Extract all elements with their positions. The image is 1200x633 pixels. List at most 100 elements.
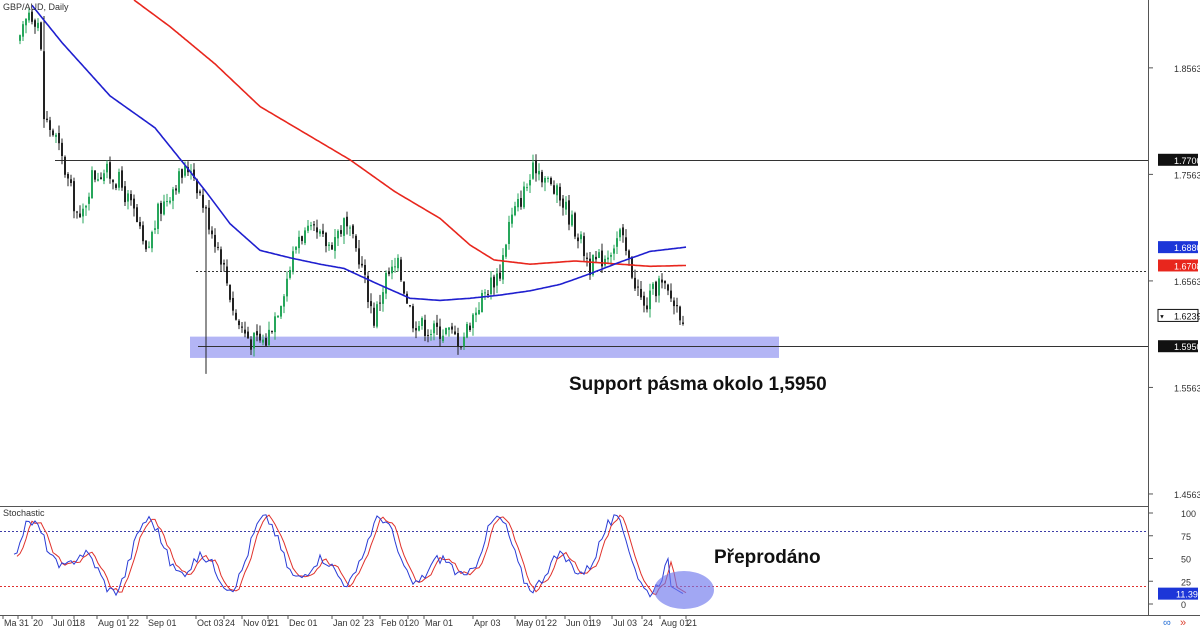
candle-body	[124, 186, 126, 203]
candle-body	[334, 237, 336, 251]
candle-body	[538, 170, 540, 175]
goto-icon: »	[1180, 617, 1186, 628]
candle-body	[67, 173, 69, 179]
time-tick-label: Jul 01	[53, 618, 77, 628]
time-tick-label: Jul 03	[613, 618, 637, 628]
candle-body	[103, 173, 105, 182]
stoch-tick-label: 75	[1181, 532, 1191, 542]
ma-fast-line	[31, 4, 687, 302]
candle-body	[208, 207, 210, 230]
stoch-tick-label: 25	[1181, 577, 1191, 587]
candle-body	[676, 304, 678, 307]
candle-body	[154, 228, 156, 230]
candle-body	[466, 324, 468, 338]
candle-body	[391, 266, 393, 274]
candle-body	[625, 237, 627, 251]
candle-body	[430, 333, 432, 335]
candle-body	[529, 179, 531, 186]
time-tick-label: Jun 01	[566, 618, 593, 628]
candle-body	[85, 205, 87, 208]
candle-body	[589, 258, 591, 276]
candle-body	[313, 224, 315, 226]
candle-body	[547, 178, 549, 180]
candle-body	[145, 240, 147, 250]
stoch-current-label: 11.39	[1176, 590, 1198, 600]
candle-body	[346, 216, 348, 227]
candle-body	[682, 322, 684, 324]
candle-body	[553, 185, 555, 194]
candle-body	[286, 278, 288, 297]
candle-body	[49, 120, 51, 130]
candle-body	[226, 266, 228, 284]
candle-body	[508, 221, 510, 244]
candle-body	[91, 170, 93, 199]
candle-body	[628, 250, 630, 259]
candle-body	[406, 293, 408, 304]
candle-body	[106, 163, 108, 173]
candle-body	[292, 251, 294, 272]
candle-body	[112, 179, 114, 183]
candle-body	[541, 171, 543, 183]
stoch-tick-label: 50	[1181, 555, 1191, 565]
time-tick-label: 19	[591, 618, 601, 628]
candle-body	[52, 130, 54, 136]
candle-body	[580, 234, 582, 240]
candle-body	[58, 133, 60, 144]
candle-body	[211, 230, 213, 235]
support-annotation: Support pásma okolo 1,5950	[569, 374, 827, 395]
candle-body	[322, 230, 324, 234]
candle-body	[379, 302, 381, 304]
candle-body	[277, 315, 279, 318]
candle-body	[469, 325, 471, 331]
candle-body	[178, 171, 180, 193]
candle-body	[505, 244, 507, 257]
candle-body	[232, 297, 234, 311]
candle-body	[481, 292, 483, 313]
candle-body	[439, 326, 441, 339]
candle-body	[136, 207, 138, 223]
candle-body	[661, 279, 663, 283]
candle-body	[652, 283, 654, 289]
candle-body	[646, 305, 648, 310]
candle-body	[316, 227, 318, 233]
price-label-marker: ▼	[1159, 314, 1165, 320]
time-tick-label: Aug 01	[98, 618, 127, 628]
time-tick-label: 24	[225, 618, 235, 628]
candle-body	[637, 286, 639, 288]
price-tick-label: 1.7563	[1174, 170, 1200, 180]
candle-body	[433, 323, 435, 334]
candle-body	[172, 189, 174, 201]
candle-body	[601, 250, 603, 267]
candle-body	[88, 196, 90, 204]
candle-body	[157, 203, 159, 229]
stoch-tick-label: 0	[1181, 600, 1186, 610]
candle-body	[424, 319, 426, 336]
candle-body	[577, 237, 579, 242]
time-tick-label: Mar 01	[425, 618, 453, 628]
candle-body	[118, 171, 120, 188]
price-tick-label: 1.8563	[1174, 64, 1200, 74]
candle-body	[109, 162, 111, 179]
candle-body	[499, 272, 501, 279]
candle-body	[268, 329, 270, 346]
candle-body	[25, 18, 27, 26]
candle-body	[535, 160, 537, 174]
time-tick-label: May 01	[516, 618, 546, 628]
candle-body	[457, 333, 459, 347]
time-tick-label: 21	[269, 618, 279, 628]
stoch-k-line	[13, 514, 684, 598]
time-tick-label: Aug 01	[661, 618, 690, 628]
candles-group	[19, 8, 684, 374]
candle-body	[385, 272, 387, 294]
price-label-bg	[1158, 153, 1198, 166]
candle-body	[331, 245, 333, 250]
time-tick-label: Apr 03	[474, 618, 501, 628]
candle-body	[451, 326, 453, 330]
candle-body	[550, 178, 552, 184]
candle-body	[523, 186, 525, 208]
candle-body	[133, 198, 135, 209]
candle-body	[484, 292, 486, 294]
candle-body	[73, 181, 75, 212]
time-tick-label: 20	[33, 618, 43, 628]
oversold-circle	[654, 571, 714, 609]
